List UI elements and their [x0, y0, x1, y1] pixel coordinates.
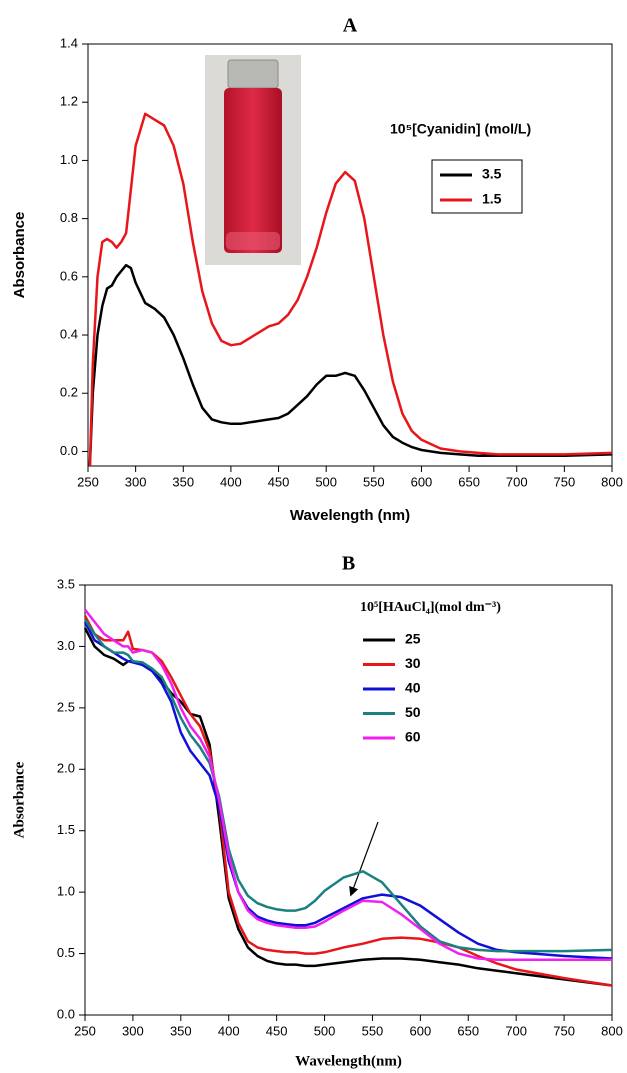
- y-tick-label: 0.4: [60, 326, 78, 341]
- x-tick-label: 800: [601, 474, 623, 489]
- data-line: [88, 112, 613, 467]
- x-axis-label: Wavelength(nm): [295, 1053, 402, 1069]
- y-tick-label: 0.8: [60, 210, 78, 225]
- y-tick-label: 0.2: [60, 385, 78, 400]
- x-tick-label: 650: [458, 474, 480, 489]
- x-tick-label: 300: [125, 474, 147, 489]
- x-tick-label: 500: [315, 474, 337, 489]
- legend-label: 30: [405, 655, 421, 671]
- x-tick-label: 450: [266, 1023, 288, 1038]
- y-tick-label: 0.5: [57, 945, 75, 960]
- x-tick-label: 750: [553, 1023, 575, 1038]
- y-tick-label: 0.6: [60, 268, 78, 283]
- x-tick-label: 500: [314, 1023, 336, 1038]
- x-tick-label: 250: [74, 1023, 96, 1038]
- trend-arrow: [349, 821, 379, 897]
- chart-title: A: [343, 15, 358, 37]
- y-tick-label: 1.0: [60, 152, 78, 167]
- legend-title: 10⁵[HAuCl₄](mol dm⁻³): [360, 600, 501, 615]
- y-tick-label: 0.0: [57, 1006, 75, 1021]
- data-line: [83, 618, 613, 953]
- y-tick-label: 0.0: [60, 443, 78, 458]
- legend-label: 25: [405, 631, 421, 647]
- y-tick-label: 1.2: [60, 94, 78, 109]
- x-tick-label: 600: [410, 1023, 432, 1038]
- chart: A Wavelength (nm) Absorbance 250 300 350 400 45…: [11, 15, 623, 524]
- data-line: [83, 621, 613, 960]
- y-axis-label: Absorbance: [11, 212, 28, 299]
- y-tick-label: 2.5: [57, 699, 75, 714]
- legend-title: 10⁵[Cyanidin] (mol/L): [390, 121, 531, 137]
- x-tick-label: 750: [554, 474, 576, 489]
- x-axis-label: Wavelength (nm): [290, 507, 410, 524]
- x-tick-label: 350: [172, 474, 194, 489]
- x-tick-label: 800: [601, 1023, 623, 1038]
- vial-photo: [205, 55, 301, 265]
- x-tick-label: 700: [506, 474, 528, 489]
- y-tick-label: 3.0: [57, 638, 75, 653]
- plot-frame: [84, 584, 613, 1016]
- y-tick-label: 3.5: [57, 576, 75, 591]
- x-tick-label: 350: [170, 1023, 192, 1038]
- legend-label: 1.5: [482, 191, 502, 207]
- x-tick-label: 400: [218, 1023, 240, 1038]
- x-tick-label: 550: [362, 1023, 384, 1038]
- y-tick-label: 2.0: [57, 761, 75, 776]
- chart: B Wavelength(nm) Absorbance 250 300 350 400 450…: [11, 553, 622, 1070]
- y-tick-label: 1.0: [57, 884, 75, 899]
- x-tick-label: 450: [268, 474, 290, 489]
- data-line: [88, 263, 613, 467]
- y-tick-label: 1.4: [60, 35, 78, 50]
- x-tick-label: 700: [505, 1023, 527, 1038]
- legend-label: 60: [405, 729, 421, 745]
- y-tick-label: 1.5: [57, 822, 75, 837]
- x-tick-label: 550: [363, 474, 385, 489]
- data-line: [84, 608, 612, 961]
- chart-title: B: [342, 553, 355, 575]
- legend-box: [431, 159, 523, 214]
- x-tick-label: 300: [122, 1023, 144, 1038]
- legend-label: 40: [405, 680, 421, 696]
- y-axis-label: Absorbance: [11, 761, 27, 838]
- x-tick-label: 250: [77, 474, 99, 489]
- x-tick-label: 650: [457, 1023, 479, 1038]
- x-tick-label: 600: [411, 474, 433, 489]
- x-tick-label: 400: [220, 474, 242, 489]
- legend-label: 50: [405, 704, 421, 720]
- data-line: [83, 615, 613, 987]
- legend-label: 3.5: [482, 166, 502, 182]
- plot-frame: [87, 43, 613, 467]
